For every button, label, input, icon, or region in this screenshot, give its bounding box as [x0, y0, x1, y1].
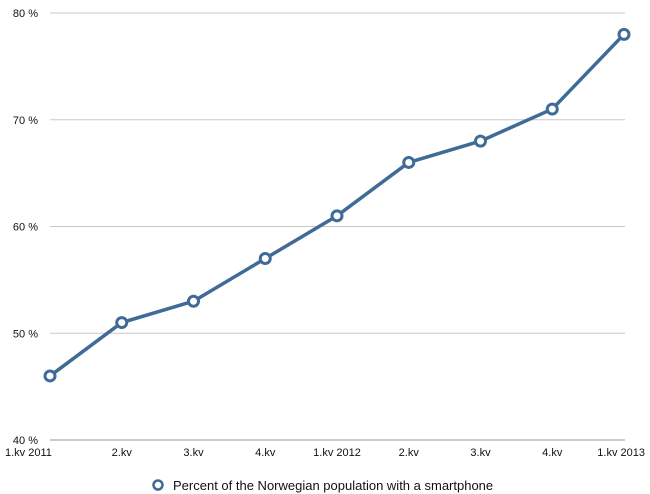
legend: Percent of the Norwegian population with…	[152, 478, 493, 493]
legend-label: Percent of the Norwegian population with…	[173, 478, 493, 493]
legend-marker	[152, 479, 164, 491]
x-tick-label: 4.kv	[255, 447, 276, 459]
data-point	[258, 252, 272, 266]
x-tick-label: 1.kv 2011	[5, 447, 52, 459]
data-point	[330, 209, 344, 223]
data-point	[43, 369, 57, 383]
data-point	[545, 102, 559, 116]
y-tick-label: 50 %	[13, 328, 38, 340]
y-tick-label: 40 %	[13, 435, 38, 447]
series-points	[43, 27, 631, 383]
data-point	[617, 27, 631, 41]
x-tick-label: 2.kv	[112, 447, 133, 459]
data-point	[187, 294, 200, 308]
x-tick-label: 1.kv 2013	[597, 447, 645, 459]
x-tick-label: 1.kv 2012	[313, 447, 361, 459]
series-line	[48, 33, 626, 378]
y-tick-label: 70 %	[13, 115, 38, 127]
data-point	[474, 134, 487, 148]
x-axis-tick-labels: 1.kv 2011 2.kv 3.kv 4.kv 1.kv 2012 2.kv 3.kv 4.…	[5, 447, 645, 459]
y-tick-label: 80 %	[13, 8, 38, 20]
y-axis-tick-labels: 40 % 50 % 60 % 70 % 80 %	[13, 8, 38, 447]
y-tick-label: 60 %	[13, 222, 38, 234]
data-point	[115, 316, 129, 330]
x-tick-label: 3.kv	[183, 447, 204, 459]
grid-lines	[50, 12, 625, 334]
x-tick-label: 3.kv	[470, 447, 491, 459]
data-point	[402, 155, 416, 169]
x-tick-label: 2.kv	[399, 447, 420, 459]
x-tick-label: 4.kv	[542, 447, 563, 459]
